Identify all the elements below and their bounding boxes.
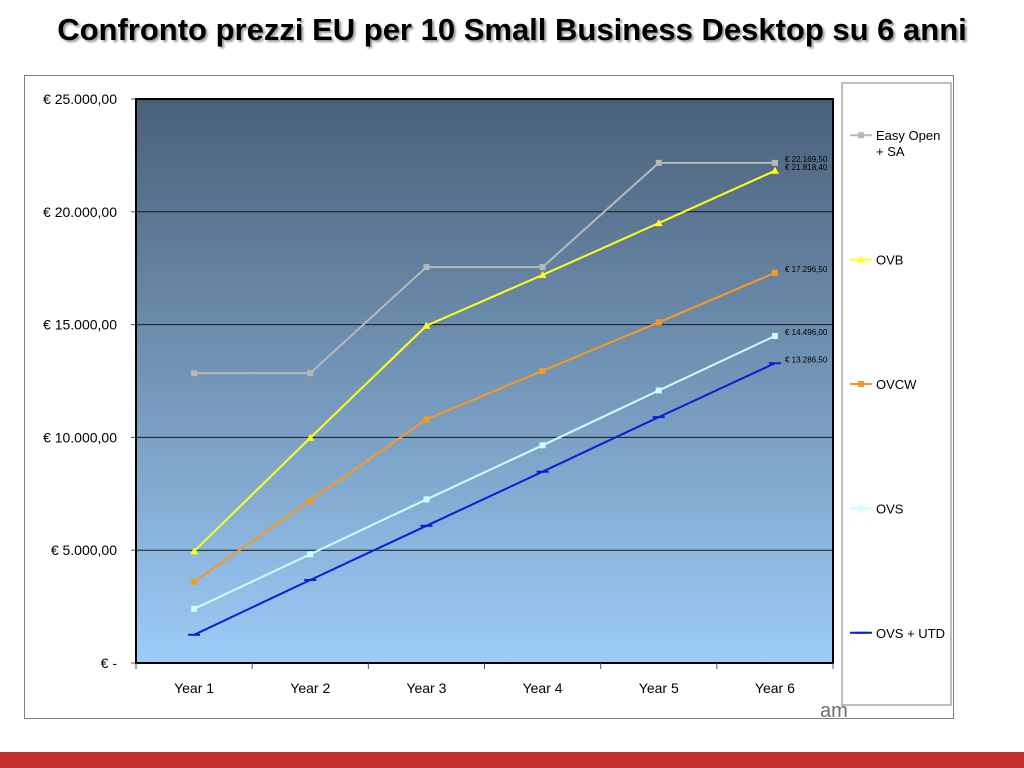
plot-area: [136, 99, 833, 663]
y-tick-label: € 20.000,00: [43, 204, 117, 220]
data-point: [191, 370, 198, 377]
data-point: [307, 551, 314, 558]
data-point: [191, 578, 198, 585]
data-point: [771, 159, 778, 166]
x-tick-label: Year 4: [523, 680, 563, 696]
line-chart: € 22.169,50€ 21.818,40 € 17.296,50 € 14.49…: [43, 82, 952, 706]
y-tick-label: € -: [101, 655, 118, 671]
data-point: [423, 264, 430, 271]
data-point: [423, 496, 430, 503]
data-point: [655, 319, 662, 326]
data-point: [539, 367, 546, 374]
legend-label: OVB: [876, 253, 903, 268]
data-point: [191, 605, 198, 612]
legend-label: OVCW: [876, 377, 917, 392]
footer-logo-fragment: am: [820, 700, 848, 722]
chart-frame: € 22.169,50 € 21.818,40 € 17.296,50 € 14.49…: [24, 75, 954, 719]
x-tick-label: Year 3: [406, 680, 446, 696]
data-point: [423, 416, 430, 423]
data-point: [307, 497, 314, 504]
series-line: [194, 161, 775, 375]
data-label: € 21.818,40: [785, 163, 828, 172]
legend-marker: [858, 381, 864, 387]
series-line: [193, 362, 776, 636]
y-tick-label: € 15.000,00: [43, 317, 117, 333]
data-point: [771, 332, 778, 339]
data-point: [190, 547, 199, 555]
data-label: € 13.286,50: [785, 355, 828, 364]
legend-box: [841, 82, 952, 706]
series-line: [193, 335, 776, 610]
footer-stripe: [0, 752, 1024, 768]
legend-label: OVS: [876, 501, 904, 516]
legend-marker: [857, 255, 865, 263]
data-point: [539, 442, 546, 449]
legend-label: Easy Open + SA: [876, 128, 940, 159]
data-point: [307, 370, 314, 377]
x-tick-label: Year 6: [755, 680, 795, 696]
data-point: [422, 321, 431, 329]
legend-label: OVS + UTD: [876, 626, 945, 641]
data-label: € 22.169,50: [785, 155, 828, 164]
slide-title: Confronto prezzi EU per 10 Small Busines…: [57, 12, 967, 47]
legend-marker: [858, 505, 864, 512]
data-label: € 14.496,00: [785, 328, 828, 337]
series-line: [193, 271, 776, 583]
data-point: [770, 166, 779, 174]
series-line: [193, 169, 776, 553]
data-point: [306, 433, 315, 441]
x-tick-label: Year 1: [174, 680, 214, 696]
y-tick-label: € 5.000,00: [51, 542, 117, 558]
x-tick-label: Year 5: [639, 680, 679, 696]
data-point: [539, 264, 546, 271]
legend-marker: [858, 132, 864, 139]
data-point: [538, 270, 547, 278]
data-label: € 17.296,50: [785, 265, 828, 274]
data-point: [655, 159, 662, 166]
data-point: [654, 219, 663, 227]
data-point: [771, 269, 778, 276]
data-point: [655, 387, 662, 394]
y-tick-label: € 10.000,00: [43, 429, 117, 445]
x-tick-label: Year 2: [290, 680, 330, 696]
y-tick-label: € 25.000,00: [43, 91, 117, 107]
